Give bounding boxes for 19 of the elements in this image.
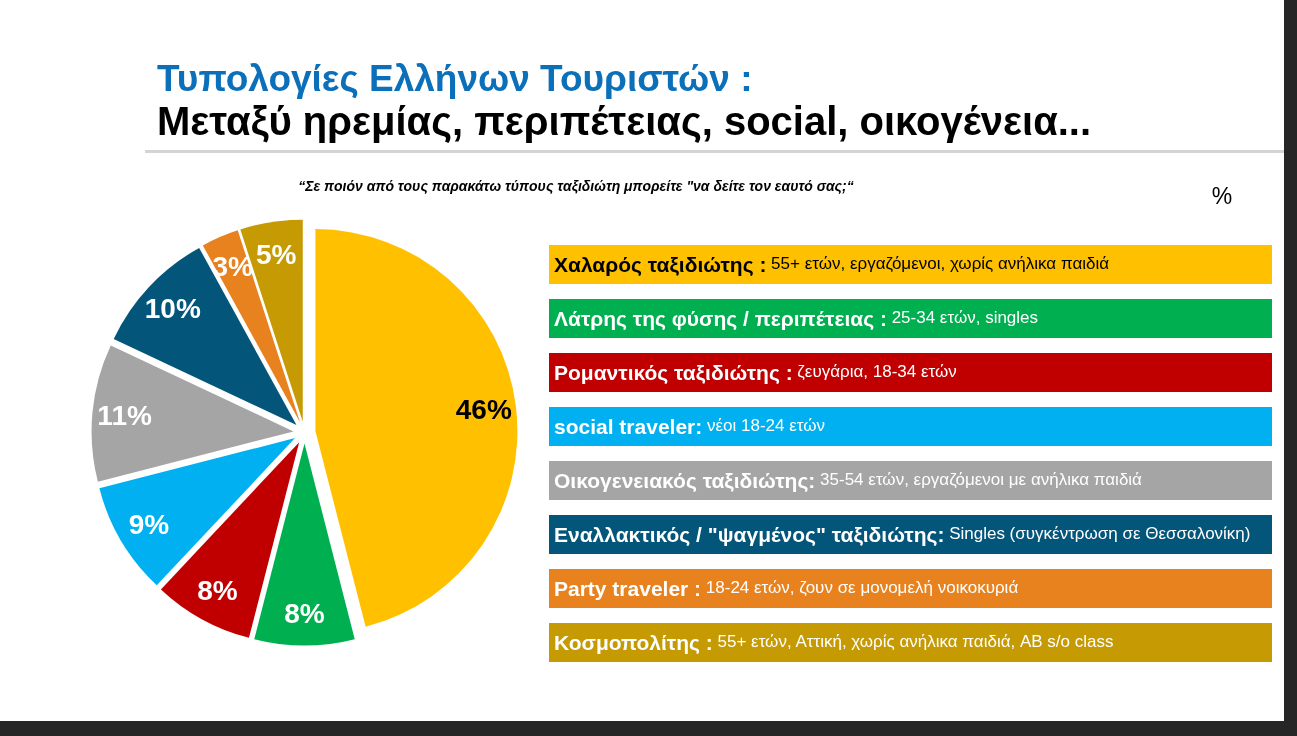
legend-label: Οικογενειακός ταξιδιώτης: 35-54 ετών, εργαζόμενοι με ανήλικα παιδιά: [554, 467, 1142, 494]
text: “Σε ποιόν από τους παρακάτω τύπους ταξιδιώτη μπορείτε "να δείτε τον εαυτό σας;“: [297, 178, 855, 194]
data-label: 9%: [128, 508, 170, 540]
legend-label: Party traveler : 18-24 ετών, ζουν σε μονομελή νοικοκυριά: [554, 575, 1019, 602]
legend-label: Κοσμοπολίτης : 55+ ετών, Αττική, χωρίς ανήλικα παιδιά, AB s/o class: [554, 629, 1114, 656]
legend-label: Εναλλακτικός / "ψαγμένος" ταξιδιώτης: Singles (συγκέντρωση σε Θεσσαλονίκη): [554, 521, 1251, 548]
legend-label: Ρομαντικός ταξιδιώτης : ζευγάρια, 18-34 ετών: [554, 359, 957, 386]
chart-title: Τυπολογίες Ελλήνων Τουριστών :: [157, 58, 753, 99]
data-label: 11%: [97, 400, 152, 431]
data-label: 8%: [197, 575, 238, 607]
legend-label: social traveler: νέοι 18-24 ετών: [554, 413, 826, 440]
chart-subtitle: Μεταξύ ηρεμίας, περιπέτειας, social, οικογένεια...: [157, 99, 1092, 143]
text: %: [1210, 183, 1234, 209]
legend-label: Χαλαρός ταξιδιώτης : 55+ ετών, εργαζόμενοι, χωρίς ανήλικα παιδιά: [554, 251, 1110, 278]
data-label: 5%: [256, 238, 297, 270]
data-label: 10%: [144, 293, 201, 325]
data-label: 8%: [284, 597, 325, 629]
data-label: 46%: [455, 394, 512, 426]
legend-label: Λάτρης της φύσης / περιπέτειας : 25-34 ετών, singles: [554, 305, 1039, 332]
